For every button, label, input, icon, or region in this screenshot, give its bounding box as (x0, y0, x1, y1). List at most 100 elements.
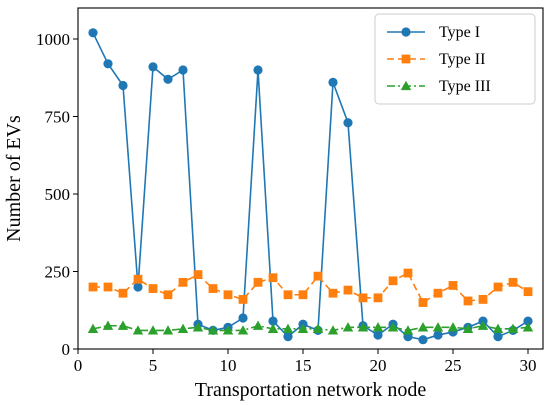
data-point-type-iii-29 (507, 323, 519, 334)
data-point-type-ii-8 (193, 270, 203, 279)
data-point-type-iii-8 (192, 322, 204, 332)
data-point-type-ii-26 (463, 296, 473, 306)
data-point-type-ii-21 (388, 276, 398, 286)
data-point-type-i-3 (118, 80, 128, 91)
data-point-type-i-5 (148, 62, 158, 72)
data-point-type-i-30 (523, 316, 533, 326)
data-point-type-i-23 (418, 335, 428, 345)
data-point-type-ii-9 (208, 284, 218, 293)
plot-area (87, 28, 534, 345)
x-tick-label: 25 (445, 356, 462, 375)
data-point-type-iii-13 (267, 323, 279, 334)
data-point-type-iii-28 (492, 323, 504, 334)
x-tick-label: 10 (220, 356, 237, 375)
x-axis-label: Transportation network node (195, 379, 427, 401)
data-point-type-iii-9 (207, 325, 219, 335)
data-point-type-ii-17 (328, 288, 338, 298)
data-point-type-i-20 (373, 330, 383, 340)
x-tick-label: 15 (295, 356, 312, 375)
data-point-type-i-2 (103, 59, 113, 69)
data-point-type-iii-5 (147, 325, 159, 335)
data-point-type-iii-21 (387, 322, 399, 332)
data-point-type-iii-10 (222, 325, 234, 335)
data-point-type-ii-13 (268, 273, 278, 283)
data-point-type-ii-6 (163, 290, 173, 300)
legend: Type I Type II Type III (374, 13, 536, 105)
data-point-type-ii-7 (178, 277, 188, 287)
data-point-type-iii-7 (177, 323, 189, 334)
x-tick-label: 30 (520, 356, 537, 375)
data-point-type-ii-5 (148, 284, 158, 293)
data-point-type-iii-4 (132, 325, 144, 335)
legend-entry-type-iii: Type III (387, 78, 491, 95)
x-tick-label: 20 (370, 356, 387, 375)
data-point-type-ii-23 (418, 298, 428, 307)
y-tick-label: 750 (45, 108, 71, 127)
legend-entry-type-ii: Type II (387, 51, 485, 68)
data-point-type-ii-1 (88, 282, 98, 292)
data-point-type-i-13 (268, 316, 278, 326)
data-point-type-i-28 (493, 332, 503, 342)
y-axis-label: Number of EVs (3, 115, 25, 242)
legend-label-type-ii: Type II (439, 51, 485, 68)
data-point-type-iii-22 (402, 325, 414, 335)
data-point-type-ii-4 (133, 274, 143, 284)
data-point-type-ii-20 (373, 293, 383, 303)
axes: 0 5 10 15 20 25 30 0 250 500 750 1000 Transportation… (3, 7, 544, 401)
data-point-type-i-14 (283, 332, 293, 342)
legend-marker-type-ii (401, 54, 411, 64)
legend-box (374, 13, 536, 105)
data-point-type-i-17 (328, 77, 338, 87)
data-point-type-ii-3 (118, 288, 128, 298)
data-point-type-ii-11 (238, 295, 248, 304)
data-point-type-ii-27 (478, 295, 488, 304)
data-point-type-iii-26 (462, 323, 474, 334)
series-line-type-iii (92, 324, 529, 332)
data-point-type-ii-16 (313, 271, 323, 281)
data-point-type-iii-18 (342, 322, 354, 332)
data-point-type-ii-2 (103, 282, 113, 292)
data-point-type-i-7 (178, 65, 188, 75)
y-tick-label: 250 (45, 263, 71, 282)
data-point-type-ii-12 (253, 277, 263, 287)
data-point-type-iii-24 (432, 322, 444, 332)
data-point-type-i-18 (343, 118, 353, 128)
series-line-type-ii (93, 272, 529, 304)
x-tick-label: 5 (149, 356, 158, 375)
data-point-type-i-6 (163, 74, 173, 84)
series-type-ii (88, 268, 533, 307)
data-point-type-ii-30 (523, 287, 533, 297)
legend-marker-type-i (401, 27, 411, 37)
legend-entry-type-i: Type I (387, 24, 480, 41)
data-point-type-iii-23 (417, 322, 429, 332)
data-point-type-ii-25 (448, 281, 458, 290)
y-tick-label: 1000 (36, 30, 70, 49)
legend-label-type-i: Type I (439, 24, 480, 41)
data-point-type-i-24 (433, 330, 443, 340)
data-point-type-iii-15 (297, 323, 309, 334)
data-point-type-i-1 (88, 28, 98, 38)
y-tick-label: 500 (45, 185, 71, 204)
data-point-type-i-12 (253, 65, 263, 75)
data-point-type-ii-15 (298, 290, 308, 300)
legend-label-type-iii: Type III (439, 78, 491, 95)
data-point-type-iii-11 (237, 325, 249, 335)
data-point-type-iii-16 (312, 323, 324, 334)
data-point-type-i-11 (238, 313, 248, 323)
data-point-type-ii-28 (493, 282, 503, 292)
data-point-type-iii-12 (252, 320, 264, 330)
data-point-type-iii-3 (117, 320, 129, 330)
data-point-type-i-4 (133, 282, 143, 292)
series-type-iii (87, 320, 534, 335)
data-point-type-ii-10 (223, 290, 233, 300)
data-point-type-iii-20 (372, 322, 384, 332)
data-point-type-ii-29 (508, 277, 518, 287)
data-point-type-ii-24 (433, 288, 443, 298)
data-point-type-iii-27 (477, 320, 489, 330)
data-point-type-ii-14 (283, 290, 293, 300)
data-point-type-ii-18 (343, 285, 353, 295)
data-point-type-iii-1 (87, 323, 99, 334)
y-tick-label: 0 (62, 340, 71, 359)
